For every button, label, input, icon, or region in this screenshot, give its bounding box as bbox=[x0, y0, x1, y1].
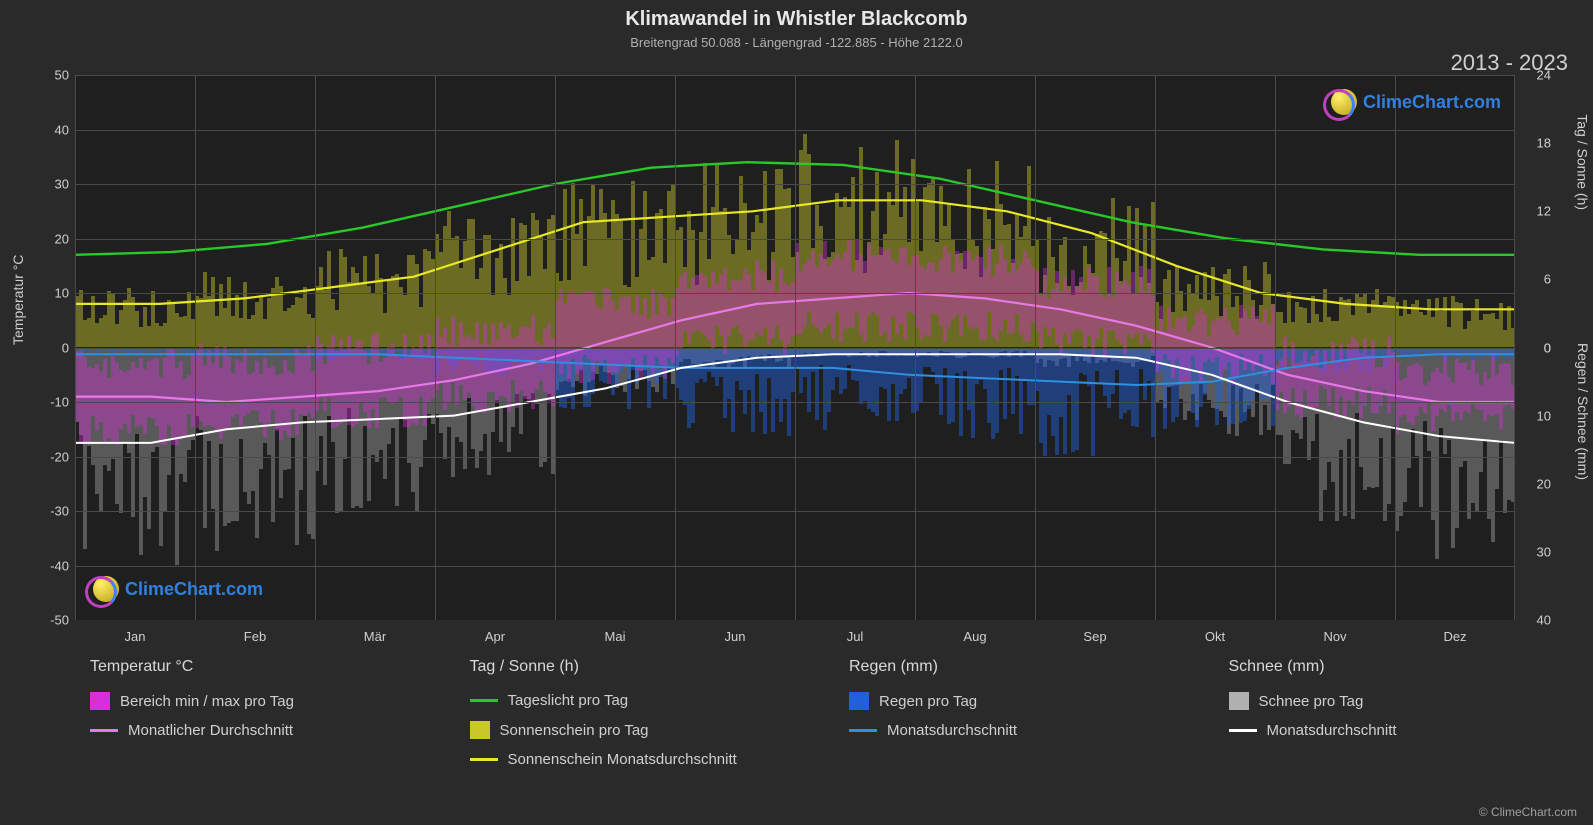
axis-tick-left: -50 bbox=[29, 613, 69, 628]
brand-text: ClimeChart.com bbox=[1363, 92, 1501, 113]
plot-area bbox=[75, 75, 1515, 620]
grid-line-v bbox=[675, 75, 676, 620]
grid-line-v bbox=[1514, 75, 1515, 620]
legend-header: Regen (mm) bbox=[849, 658, 1189, 676]
grid-line-v bbox=[1275, 75, 1276, 620]
legend-label: Monatsdurchschnitt bbox=[1267, 722, 1397, 739]
legend-item: Sonnenschein pro Tag bbox=[470, 721, 810, 739]
legend-swatch bbox=[1229, 692, 1249, 710]
axis-tick-right-top: 18 bbox=[1521, 136, 1551, 151]
legend-line bbox=[1229, 729, 1257, 732]
legend-item: Monatsdurchschnitt bbox=[849, 722, 1189, 739]
axis-tick-left: 40 bbox=[29, 122, 69, 137]
copyright: © ClimeChart.com bbox=[1479, 805, 1577, 819]
axis-title-right-bottom: Regen / Schnee (mm) bbox=[1575, 343, 1591, 480]
axis-title-left: Temperatur °C bbox=[10, 255, 26, 345]
legend-label: Sonnenschein Monatsdurchschnitt bbox=[508, 751, 737, 768]
axis-tick-right-bottom: 30 bbox=[1521, 544, 1551, 559]
grid-line-v bbox=[795, 75, 796, 620]
axis-tick-left: 10 bbox=[29, 286, 69, 301]
legend-group: Tag / Sonne (h) Tageslicht pro Tag Sonnens… bbox=[470, 658, 810, 768]
legend-label: Tageslicht pro Tag bbox=[508, 692, 629, 709]
axis-tick-left: -10 bbox=[29, 395, 69, 410]
legend-line bbox=[90, 729, 118, 732]
axis-tick-left: 0 bbox=[29, 340, 69, 355]
legend-item: Schnee pro Tag bbox=[1229, 692, 1569, 710]
legend-swatch bbox=[849, 692, 869, 710]
grid-line-v bbox=[435, 75, 436, 620]
legend-group: Temperatur °C Bereich min / max pro Tag Mo… bbox=[90, 658, 430, 768]
grid-line-v bbox=[315, 75, 316, 620]
grid-line-v bbox=[195, 75, 196, 620]
axis-tick-x: Dez bbox=[1443, 629, 1466, 644]
grid-line-v bbox=[915, 75, 916, 620]
axis-tick-right-bottom: 20 bbox=[1521, 476, 1551, 491]
grid-line-v bbox=[75, 75, 76, 620]
axis-tick-x: Okt bbox=[1205, 629, 1225, 644]
axis-tick-left: 50 bbox=[29, 68, 69, 83]
brand-text: ClimeChart.com bbox=[125, 579, 263, 600]
legend-swatch bbox=[470, 721, 490, 739]
axis-tick-left: -20 bbox=[29, 449, 69, 464]
axis-tick-right-top: 12 bbox=[1521, 204, 1551, 219]
legend-line bbox=[470, 699, 498, 702]
grid-line-v bbox=[555, 75, 556, 620]
axis-tick-left: 30 bbox=[29, 177, 69, 192]
logo-icon bbox=[93, 576, 119, 602]
legend-label: Sonnenschein pro Tag bbox=[500, 722, 649, 739]
legend: Temperatur °C Bereich min / max pro Tag Mo… bbox=[90, 658, 1568, 768]
axis-tick-x: Aug bbox=[963, 629, 986, 644]
axis-tick-right-bottom: 10 bbox=[1521, 408, 1551, 423]
axis-tick-x: Mär bbox=[364, 629, 386, 644]
axis-tick-x: Sep bbox=[1083, 629, 1106, 644]
chart-title: Klimawandel in Whistler Blackcomb bbox=[0, 0, 1593, 31]
axis-tick-left: 20 bbox=[29, 231, 69, 246]
axis-tick-x: Jun bbox=[725, 629, 746, 644]
watermark-top: ClimeChart.com bbox=[1331, 89, 1501, 115]
legend-line bbox=[470, 758, 498, 761]
axis-tick-x: Jan bbox=[125, 629, 146, 644]
legend-item: Tageslicht pro Tag bbox=[470, 692, 810, 709]
legend-item: Sonnenschein Monatsdurchschnitt bbox=[470, 751, 810, 768]
legend-line bbox=[849, 729, 877, 732]
axis-title-right-top: Tag / Sonne (h) bbox=[1575, 114, 1591, 210]
legend-item: Regen pro Tag bbox=[849, 692, 1189, 710]
logo-icon bbox=[1331, 89, 1357, 115]
axis-tick-left: -40 bbox=[29, 558, 69, 573]
legend-label: Bereich min / max pro Tag bbox=[120, 693, 294, 710]
legend-label: Monatsdurchschnitt bbox=[887, 722, 1017, 739]
legend-group: Regen (mm) Regen pro Tag Monatsdurchschnit… bbox=[849, 658, 1189, 768]
legend-item: Monatsdurchschnitt bbox=[1229, 722, 1569, 739]
axis-tick-x: Feb bbox=[244, 629, 266, 644]
watermark-bottom: ClimeChart.com bbox=[93, 576, 263, 602]
axis-tick-left: -30 bbox=[29, 504, 69, 519]
legend-group: Schnee (mm) Schnee pro Tag Monatsdurchschn… bbox=[1229, 658, 1569, 768]
legend-header: Schnee (mm) bbox=[1229, 658, 1569, 676]
grid-line-v bbox=[1395, 75, 1396, 620]
axis-tick-right-top: 6 bbox=[1521, 272, 1551, 287]
legend-item: Monatlicher Durchschnitt bbox=[90, 722, 430, 739]
legend-header: Temperatur °C bbox=[90, 658, 430, 676]
axis-tick-right-bottom: 0 bbox=[1521, 340, 1551, 355]
chart-area: ClimeChart.com ClimeChart.com -50-40-30-… bbox=[75, 75, 1515, 620]
legend-label: Schnee pro Tag bbox=[1259, 693, 1364, 710]
legend-label: Regen pro Tag bbox=[879, 693, 977, 710]
axis-tick-x: Nov bbox=[1323, 629, 1346, 644]
axis-tick-right-top: 24 bbox=[1521, 68, 1551, 83]
legend-header: Tag / Sonne (h) bbox=[470, 658, 810, 676]
legend-swatch bbox=[90, 692, 110, 710]
chart-subtitle: Breitengrad 50.088 - Längengrad -122.885… bbox=[0, 31, 1593, 50]
axis-tick-x: Apr bbox=[485, 629, 505, 644]
grid-line-v bbox=[1035, 75, 1036, 620]
axis-tick-x: Jul bbox=[847, 629, 864, 644]
axis-tick-right-bottom: 40 bbox=[1521, 613, 1551, 628]
axis-tick-x: Mai bbox=[605, 629, 626, 644]
grid-line-v bbox=[1155, 75, 1156, 620]
legend-label: Monatlicher Durchschnitt bbox=[128, 722, 293, 739]
legend-item: Bereich min / max pro Tag bbox=[90, 692, 430, 710]
